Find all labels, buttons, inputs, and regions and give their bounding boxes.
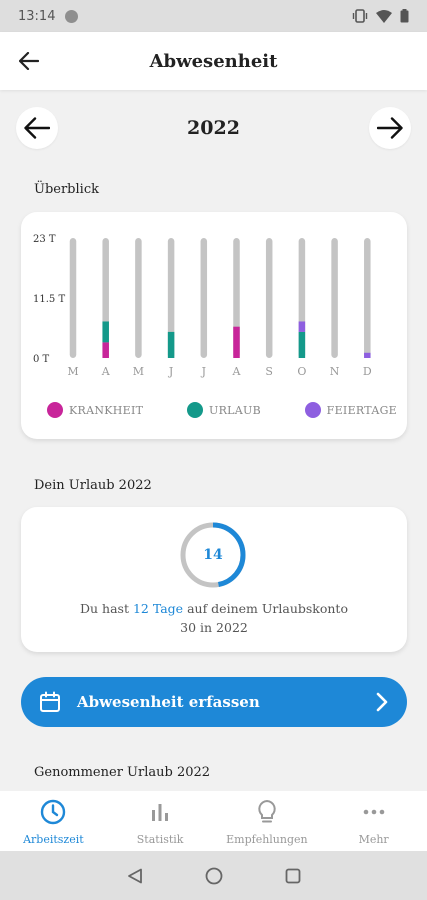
year-navigation: 2022 xyxy=(16,107,411,149)
x-tick-label: M xyxy=(133,365,144,378)
bar-track xyxy=(69,238,77,358)
next-year-button[interactable] xyxy=(368,107,411,149)
legend-item-urlaub: URLAUB xyxy=(187,402,261,418)
nav-item-empfehlungen[interactable]: Empfehlungen xyxy=(214,791,321,851)
x-tick-label: J xyxy=(201,365,206,378)
bar-track xyxy=(364,238,371,358)
arrow-left-icon xyxy=(24,117,50,139)
y-tick-label: 23 T xyxy=(33,234,56,245)
record-absence-label: Abwesenheit erfassen xyxy=(77,693,260,711)
vacation-card: 14 Du hast 12 Tage auf deinem Urlaubskon… xyxy=(21,507,407,652)
chart-legend: KRANKHEIT URLAUB FEIERTAGE xyxy=(47,402,397,418)
vacation-text-prefix: Du hast xyxy=(80,601,129,616)
battery-icon xyxy=(400,9,409,23)
legend-label: FEIERTAGE xyxy=(326,403,397,417)
bar-track xyxy=(265,238,273,358)
bar-segment-urlaub xyxy=(102,321,109,343)
bottom-navigation: Arbeitszeit Statistik Empfehlungen Mehr xyxy=(0,791,427,851)
nav-label: Statistik xyxy=(136,833,184,846)
legend-label: KRANKHEIT xyxy=(69,403,144,417)
status-bar: 13:14 xyxy=(0,0,427,32)
x-tick-label: M xyxy=(67,365,78,378)
y-tick-label: 11.5 T xyxy=(33,294,65,305)
legend-dot xyxy=(304,402,321,418)
year-label: 2022 xyxy=(187,117,240,139)
vacation-days-highlight: 12 Tage xyxy=(132,601,184,616)
legend-item-krankheit: KRANKHEIT xyxy=(47,402,143,418)
x-tick-label: A xyxy=(101,365,111,378)
vacation-title: Dein Urlaub 2022 xyxy=(34,478,152,493)
record-absence-button[interactable]: Abwesenheit erfassen xyxy=(21,677,407,727)
taken-vacation-title: Genommener Urlaub 2022 xyxy=(34,765,211,780)
nav-label: Mehr xyxy=(358,833,389,846)
legend-dot xyxy=(187,402,203,418)
back-button[interactable] xyxy=(14,46,44,76)
system-recents-icon[interactable] xyxy=(285,868,301,884)
more-dots-icon xyxy=(363,799,385,825)
bar-segment-krankheit xyxy=(233,326,240,358)
nav-label: Arbeitszeit xyxy=(23,833,84,846)
chevron-right-icon xyxy=(375,692,389,712)
vacation-text-suffix: auf deinem Urlaubskonto xyxy=(187,601,348,616)
system-navigation-bar xyxy=(0,851,427,900)
overview-chart-card: 23 T 11.5 T 0 T M A M J J A S O N D KRANKHEIT URLAUB… xyxy=(21,212,407,439)
page-title: Abwesenheit xyxy=(149,50,278,72)
nav-item-arbeitszeit[interactable]: Arbeitszeit xyxy=(0,791,107,851)
vibrate-icon xyxy=(352,9,368,23)
x-tick-label: D xyxy=(363,365,372,378)
nav-item-mehr[interactable]: Mehr xyxy=(320,791,427,851)
y-tick-label: 0 T xyxy=(33,354,50,365)
bar-segment-feiertage xyxy=(364,352,371,358)
wifi-icon xyxy=(376,9,392,23)
overview-title: Überblick xyxy=(34,182,99,197)
system-home-icon[interactable] xyxy=(205,867,223,885)
bar-segment-urlaub xyxy=(298,331,306,358)
x-tick-label: S xyxy=(265,365,273,378)
legend-dot xyxy=(47,402,63,418)
bar-segment-krankheit xyxy=(102,342,109,358)
bar-segment-feiertage xyxy=(298,321,306,332)
nav-label: Empfehlungen xyxy=(226,833,308,846)
remaining-days-value: 14 xyxy=(203,547,223,563)
status-time: 13:14 xyxy=(18,8,56,24)
arrow-right-icon xyxy=(376,117,403,139)
previous-year-button[interactable] xyxy=(16,107,58,149)
system-back-icon[interactable] xyxy=(127,868,143,884)
legend-item-feiertage: FEIERTAGE xyxy=(304,402,397,418)
vacation-total-line: 30 in 2022 xyxy=(180,620,248,635)
bar-track xyxy=(135,238,142,358)
legend-label: URLAUB xyxy=(209,403,261,417)
x-tick-label: O xyxy=(297,365,306,378)
vacation-progress-ring xyxy=(180,522,246,588)
vacation-summary: Du hast 12 Tage auf deinem Urlaubskonto … xyxy=(21,599,407,637)
bar-track xyxy=(331,238,338,358)
bar-chart-icon xyxy=(149,799,171,825)
app-bar: Abwesenheit xyxy=(0,32,427,90)
ring-progress xyxy=(180,522,246,588)
calendar-icon xyxy=(40,691,60,712)
bar-track xyxy=(167,238,175,358)
x-tick-label: N xyxy=(330,365,340,378)
x-tick-label: A xyxy=(232,365,242,378)
nav-item-statistik[interactable]: Statistik xyxy=(107,791,214,851)
bar-track xyxy=(200,238,208,358)
bar-segment-urlaub xyxy=(167,331,175,358)
x-tick-label: J xyxy=(168,365,173,378)
notification-dot-icon xyxy=(65,9,79,23)
absence-bar-chart: 23 T 11.5 T 0 T M A M J J A S O N D xyxy=(33,234,372,378)
lightbulb-icon xyxy=(256,799,278,825)
status-icons xyxy=(352,9,409,23)
arrow-left-icon xyxy=(19,52,39,70)
clock-icon xyxy=(40,799,66,825)
